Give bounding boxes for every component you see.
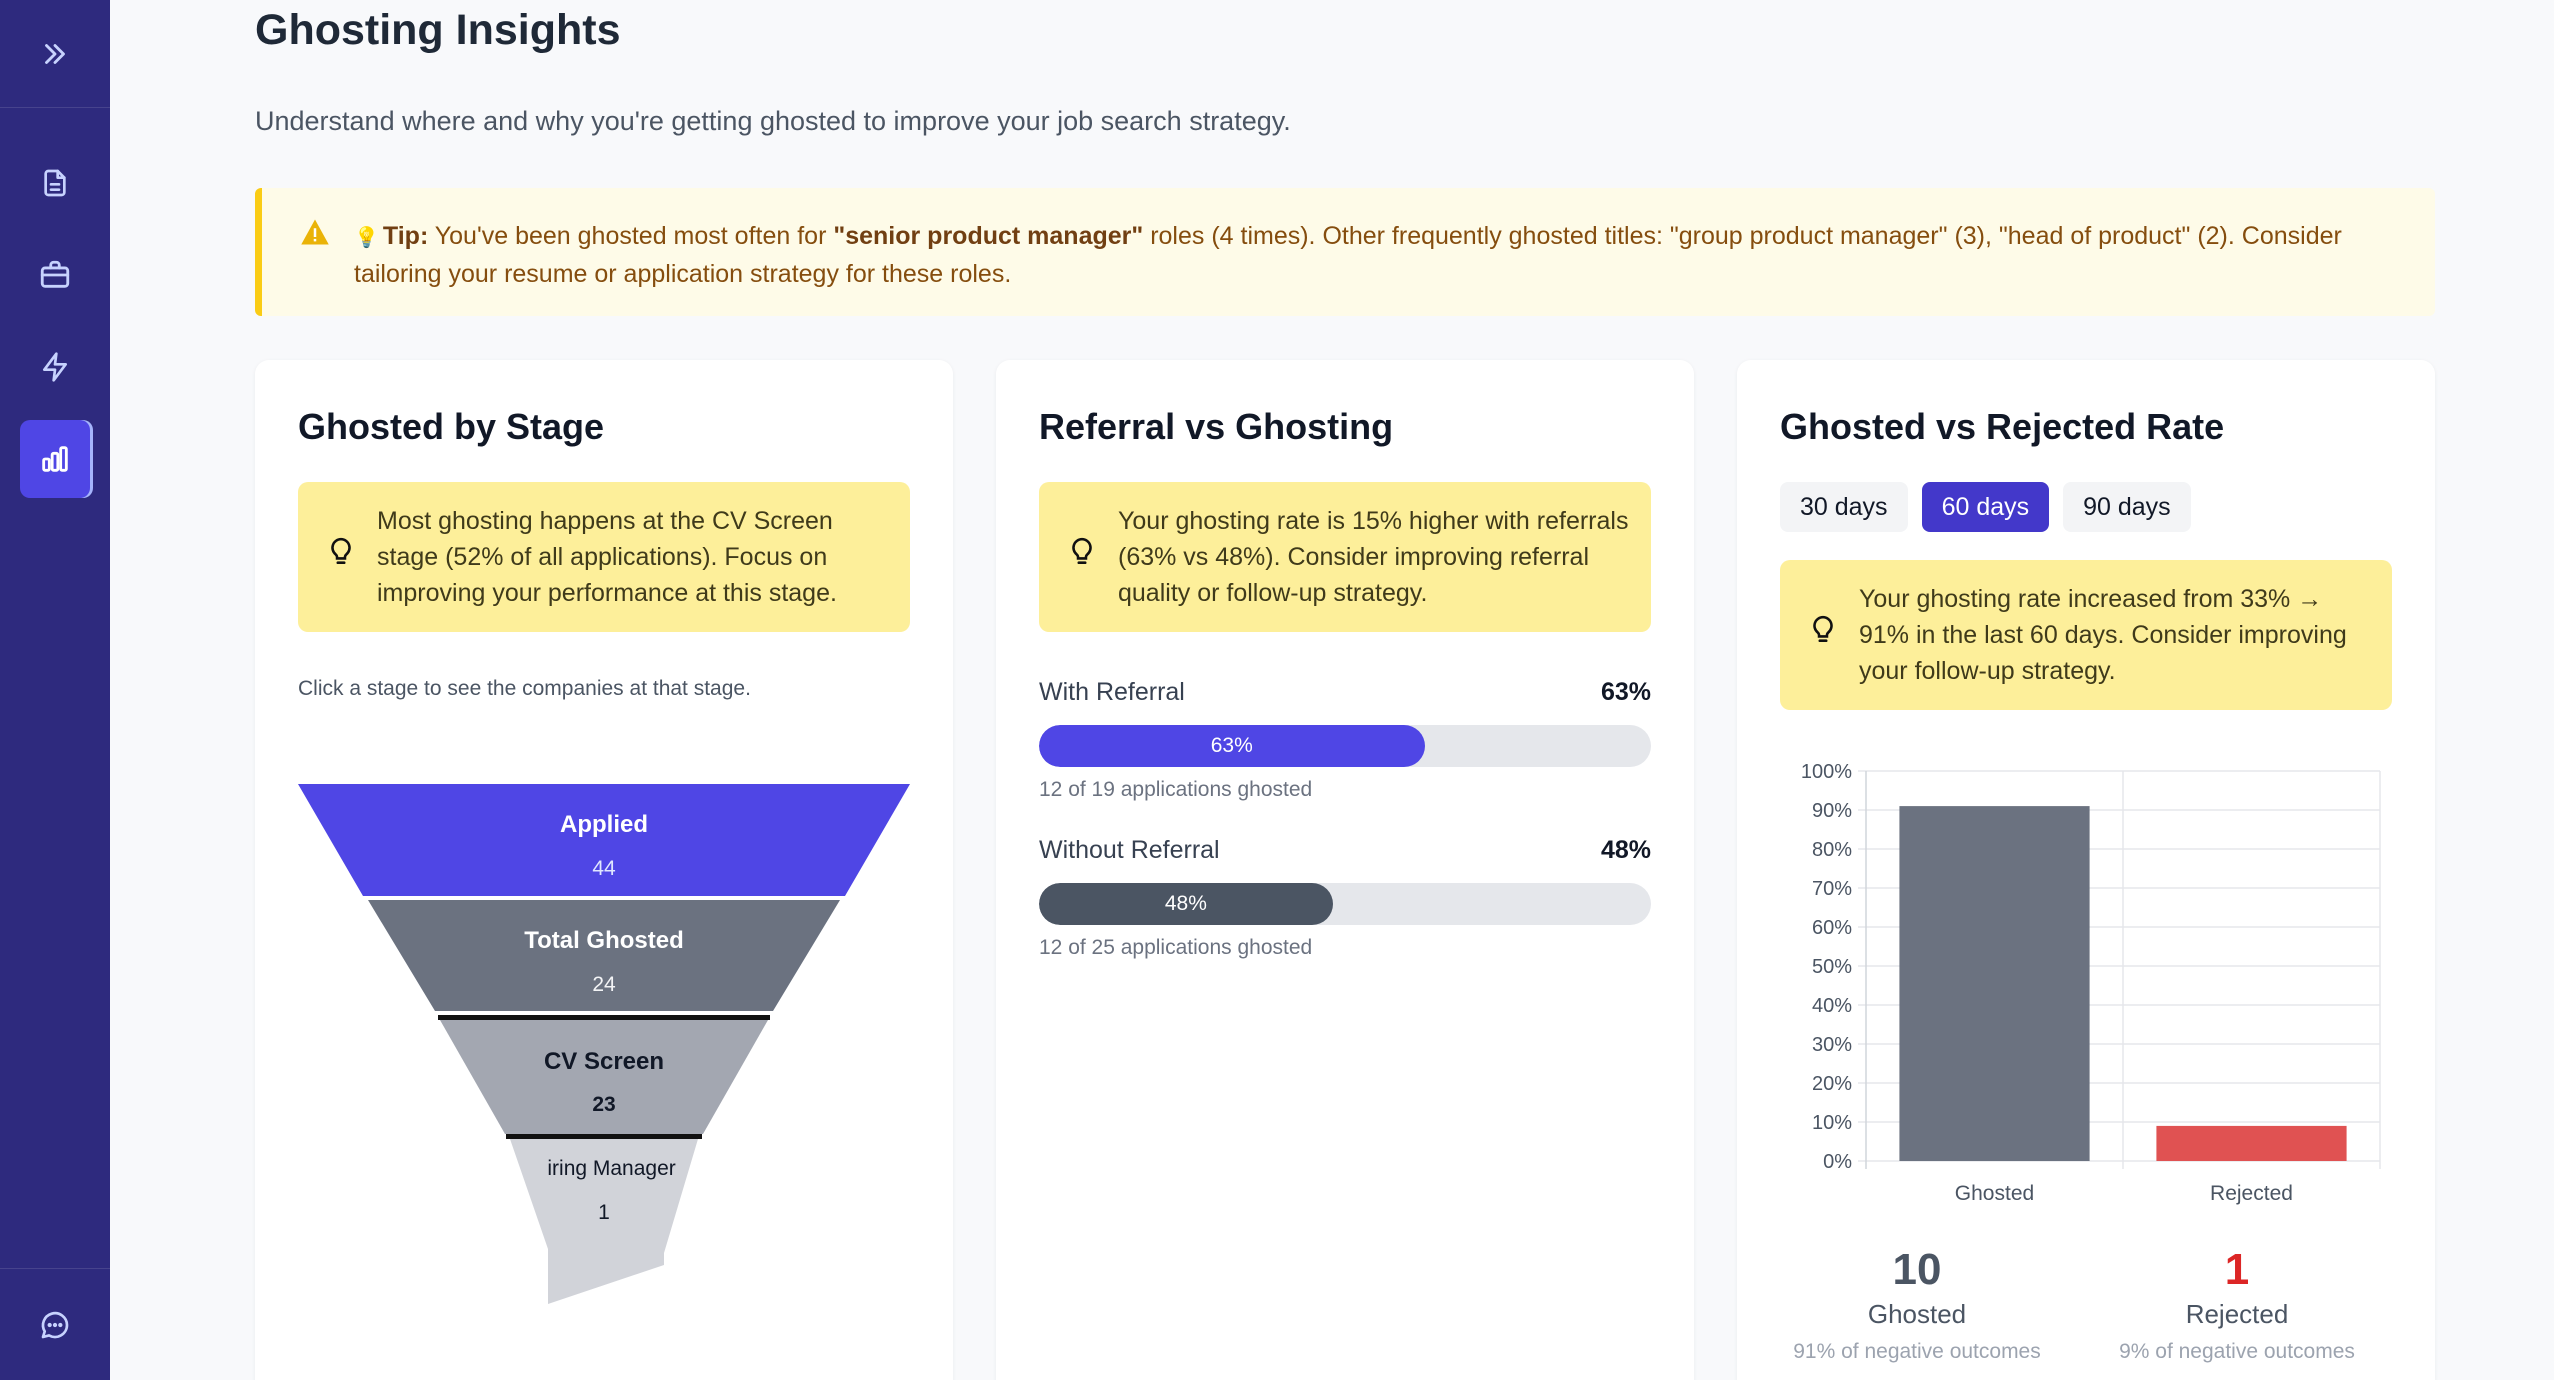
y-tick-label: 80% [1812,839,1852,861]
y-tick-label: 30% [1812,1034,1852,1056]
stage-insight-text: Most ghosting happens at the CV Screen s… [377,507,837,607]
y-tick-label: 70% [1812,878,1852,900]
tip-text-after: roles (4 times). Other frequently ghoste… [354,222,2342,288]
warning-icon [300,218,330,256]
card-title: Ghosted vs Rejected Rate [1780,406,2225,447]
funnel-stage-cv-screen[interactable]: CV Screen 23 [440,1020,768,1134]
row-subtext: 12 of 25 applications ghosted [1039,936,1313,959]
range-selector: 30 days 60 days 90 days [1780,482,2191,532]
lightbulb-icon [1810,615,1836,655]
stat-value: 1 [2224,1245,2250,1294]
sidebar-item-activity[interactable] [20,328,90,406]
expand-sidebar-button[interactable] [0,0,110,108]
tip-banner: 💡 Tip: You've been ghosted most often for… [255,188,2435,316]
bar-ghosted [1899,806,2090,1161]
ghosted-vs-rejected-card: Ghosted vs Rejected Rate 30 days 60 days… [1737,360,2435,1380]
briefcase-icon [38,258,72,292]
funnel-stage-hiring-manager[interactable]: Hiring Manager 1 [510,1139,698,1304]
ghosted-by-stage-card: Ghosted by Stage Most ghosting happens a… [255,360,953,1380]
stage-hint: Click a stage to see the companies at th… [298,677,751,700]
tip-highlight: "senior product manager" [833,222,1144,250]
stage-count: 23 [592,1093,615,1116]
rate-insight-text: Your ghosting rate increased from 33% → … [1859,585,2347,685]
card-title: Referral vs Ghosting [1039,406,1394,447]
y-tick-label: 90% [1812,800,1852,822]
stage-insight: Most ghosting happens at the CV Screen s… [298,482,910,632]
row-percent: 63% [1600,678,1651,706]
card-title: Ghosted by Stage [298,406,605,447]
document-icon [39,167,71,199]
stage-name: Total Ghosted [524,927,684,954]
referral-insight-text: Your ghosting rate is 15% higher with re… [1118,507,1629,607]
stat-rejected: 1 Rejected 9% of negative outcomes [2087,1245,2387,1364]
referral-vs-ghosting-card: Referral vs Ghosting Your ghosting rate … [996,360,1694,1380]
ghosted-vs-rejected-chart: 0% 10% 20% 30% 40% 50% 60% 70% 80% 90% 100% Ghosted… [1801,761,2381,1205]
lightning-icon [39,351,71,383]
page-subtitle: Understand where and why you're getting … [255,106,1291,136]
range-60-days-button[interactable]: 60 days [1921,482,2050,532]
funnel-stage-total-ghosted[interactable]: Total Ghosted 24 [368,900,840,1011]
progress-fill: 48% [1039,883,1333,925]
y-tick-label: 0% [1823,1151,1852,1173]
lightbulb-icon: 💡 [354,227,379,249]
funnel-stage-applied[interactable]: Applied 44 [298,784,910,896]
stat-label: Ghosted [1867,1299,1967,1329]
stage-name: Applied [560,811,648,838]
chat-icon [39,1309,71,1341]
y-tick-label: 20% [1812,1073,1852,1095]
rate-insight: Your ghosting rate increased from 33% → … [1780,560,2392,710]
y-tick-label: 10% [1812,1112,1852,1134]
progress-fill: 63% [1039,725,1425,767]
stat-ghosted: 10 Ghosted 91% of negative outcomes [1767,1245,2067,1364]
stage-count: 24 [592,973,616,996]
y-tick-label: 60% [1812,917,1852,939]
lightbulb-icon [1069,537,1095,577]
bar-rejected [2156,1125,2347,1161]
range-30-days-button[interactable]: 30 days [1780,482,1908,532]
row-label: With Referral [1039,678,1185,706]
stage-count: 44 [592,857,616,880]
row-subtext: 12 of 19 applications ghosted [1039,778,1313,801]
sidebar [0,0,110,1380]
stat-subtext: 9% of negative outcomes [2119,1340,2355,1363]
stage-name: CV Screen [544,1048,664,1075]
bar-chart-icon [38,442,72,476]
lightbulb-icon [328,537,354,577]
progress-track: 48% [1039,883,1651,925]
chevrons-right-icon [38,37,72,71]
tip-label: Tip: [382,222,429,250]
page-title: Ghosting Insights [255,6,621,54]
stage-count: 1 [598,1201,610,1224]
stage-funnel: Applied 44 Total Ghosted 24 CV Screen 23… [298,784,910,1304]
referral-insight: Your ghosting rate is 15% higher with re… [1039,482,1651,632]
stat-label: Rejected [2185,1299,2289,1329]
x-tick-label: Ghosted [1955,1182,2034,1205]
stage-name: Hiring Manager [532,1157,676,1180]
y-tick-label: 50% [1812,956,1852,978]
y-tick-label: 40% [1812,995,1852,1017]
sidebar-item-jobs[interactable] [20,236,90,314]
stat-subtext: 91% of negative outcomes [1793,1340,2041,1363]
x-tick-label: Rejected [2210,1182,2293,1205]
sidebar-item-insights[interactable] [20,420,90,498]
range-90-days-button[interactable]: 90 days [2063,482,2191,532]
chat-button[interactable] [0,1268,110,1380]
tip-text-before: You've been ghosted most often for [428,222,834,250]
y-tick-label: 100% [1801,761,1852,783]
row-percent: 48% [1600,836,1651,864]
progress-track: 63% [1039,725,1651,767]
sidebar-item-documents[interactable] [20,144,90,222]
row-label: Without Referral [1039,836,1220,864]
stat-value: 10 [1892,1245,1942,1294]
